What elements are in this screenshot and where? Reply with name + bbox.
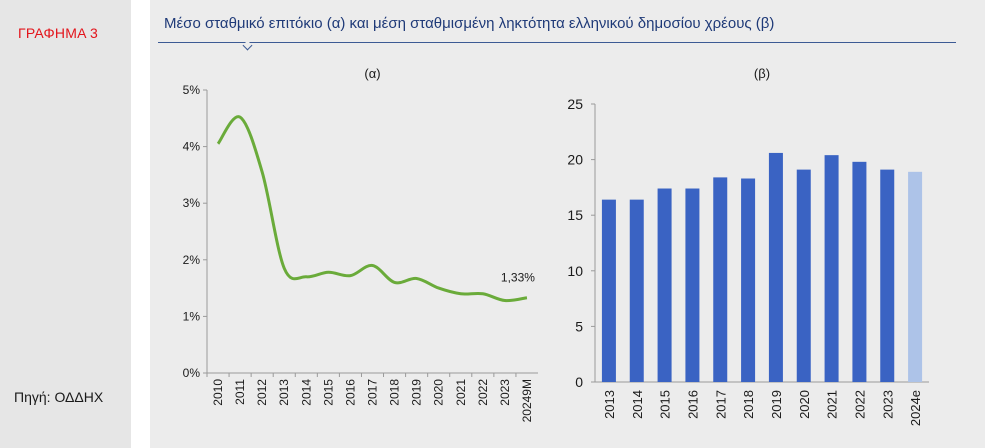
x-tick-label-b: 2015 (658, 390, 673, 419)
series-line-a (216, 115, 528, 303)
x-tick-label-a: 2010 (211, 379, 225, 406)
bar-2020 (796, 169, 811, 382)
x-tick-label-b: 2024e (908, 390, 923, 426)
x-tick-label-a: 2011 (233, 379, 247, 405)
y-tick-label-b: 20 (567, 152, 583, 168)
title-divider (158, 42, 956, 43)
x-tick-label-a: 2020 (432, 379, 446, 406)
bar-2024e (908, 171, 923, 382)
bar-2014 (629, 199, 644, 382)
y-tick-label-a: 0% (183, 366, 201, 380)
panel-label-b: (β) (754, 66, 770, 81)
x-tick-label-b: 2016 (685, 390, 700, 419)
bar-2023 (880, 169, 895, 382)
x-tick-label-a: 2015 (321, 379, 335, 406)
y-tick-label-b: 10 (567, 263, 583, 279)
x-tick-label-a: 2014 (299, 379, 313, 406)
x-tick-label-b: 2023 (880, 390, 895, 419)
bar-2019 (768, 152, 783, 382)
x-tick-label-b: 2022 (852, 390, 867, 419)
x-tick-label-a: 2023 (498, 379, 512, 406)
bar-2016 (685, 188, 700, 382)
x-tick-label-a: 2019 (410, 379, 424, 406)
y-tick-label-a: 4% (183, 140, 201, 154)
x-tick-label-a: 2022 (476, 379, 490, 406)
y-tick-label-b: 5 (575, 318, 583, 334)
x-tick-label-b: 2017 (713, 390, 728, 419)
y-tick-label-a: 5% (183, 83, 201, 97)
x-tick-label-a: 2018 (388, 379, 402, 406)
y-tick-label-a: 3% (183, 196, 201, 210)
side-panel: ΓΡΑΦΗΜΑ 3 Πηγή: ΟΔΔΗΧ (0, 0, 131, 448)
y-tick-label-a: 2% (183, 253, 201, 267)
bar-2013 (601, 199, 616, 382)
y-tick-label-b: 25 (567, 96, 583, 112)
x-tick-label-a: 2012 (255, 379, 269, 406)
data-label-last-a: 1,33% (501, 271, 535, 285)
x-tick-label-a: 20249M (520, 379, 534, 422)
x-tick-label-a: 2013 (277, 379, 291, 406)
x-tick-label-b: 2013 (602, 390, 617, 419)
bar-2015 (657, 188, 672, 382)
y-tick-label-b: 15 (567, 207, 583, 223)
page-title: Μέσο σταθμικό επιτόκιο (α) και μέση σταθ… (164, 15, 775, 32)
bar-2018 (741, 178, 756, 382)
y-tick-label-a: 1% (183, 309, 201, 323)
x-tick-label-a: 2021 (454, 379, 468, 406)
bar-2021 (824, 155, 839, 382)
y-tick-label-b: 0 (575, 374, 583, 390)
bar-2017 (713, 177, 728, 382)
panel-gutter (131, 0, 150, 448)
bar-2022 (852, 161, 867, 382)
x-tick-label-a: 2016 (343, 379, 357, 406)
graph-number-label: ΓΡΑΦΗΜΑ 3 (18, 25, 98, 41)
x-tick-label-b: 2019 (769, 390, 784, 419)
x-tick-label-b: 2014 (630, 390, 645, 419)
source-label: Πηγή: ΟΔΔΗΧ (14, 389, 104, 405)
panel-label-a: (α) (364, 66, 380, 81)
x-tick-label-b: 2021 (825, 390, 840, 419)
x-tick-label-b: 2018 (741, 390, 756, 419)
x-tick-label-a: 2017 (366, 379, 380, 406)
x-tick-label-b: 2020 (797, 390, 812, 419)
